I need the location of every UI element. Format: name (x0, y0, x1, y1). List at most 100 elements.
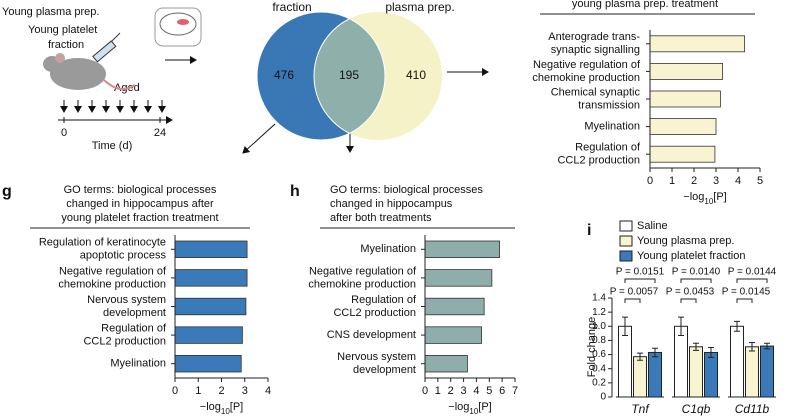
category-label: Negative regulation of (309, 265, 417, 277)
x-axis-label: −log10[P] (448, 401, 491, 416)
category-label: apoptotic process (80, 250, 167, 262)
x-tick-label: 0 (422, 385, 428, 397)
timeline-tick-label: 24 (154, 127, 166, 139)
category-label: Nervous system (87, 294, 166, 306)
error-bar (734, 320, 740, 332)
significance-bracket (680, 278, 712, 283)
error-bar (622, 316, 628, 336)
bar (648, 351, 662, 398)
x-axis-label-part: 10 (704, 197, 713, 206)
category-label: CCL2 production (557, 155, 640, 167)
category-label: transmission (578, 99, 640, 111)
x-tick-label: 2 (691, 175, 697, 187)
y-tick-label: 1.4 (592, 293, 606, 304)
x-tick-label: 4 (473, 385, 479, 397)
bar (633, 356, 647, 398)
timeline-label: Time (d) (92, 140, 133, 152)
x-tick-label: 5 (486, 385, 492, 397)
annotation: P = 0.0145 (722, 287, 771, 298)
error-bar (708, 347, 714, 358)
legend-label: Young plasma prep. (637, 235, 734, 247)
timeline-tick-label: 0 (61, 127, 67, 139)
category-label: development (353, 364, 416, 376)
legend-swatch (619, 220, 633, 232)
x-tick-label: 2 (448, 385, 454, 397)
venn-set-label: fraction (272, 0, 311, 14)
legend-label: Young platelet fraction (637, 250, 745, 262)
venn-overlap (313, 12, 385, 140)
bar (689, 346, 703, 398)
bar (745, 346, 759, 398)
label: Young plasma prep. (2, 6, 99, 18)
annotation: P = 0.0140 (672, 267, 721, 278)
y-tick-label: 0 (600, 392, 606, 403)
venn-outline (256, 11, 386, 141)
x-tick-label: 3 (713, 175, 719, 187)
x-tick-label: Cd11b (735, 402, 770, 416)
category-label: Myelination (584, 121, 640, 133)
x-axis-label: −log10[P] (683, 191, 726, 206)
bar (704, 351, 718, 398)
category-label: CCL2 production (83, 336, 166, 348)
panel-label: i (587, 222, 591, 239)
venn-set-label: plasma prep. (385, 0, 454, 14)
y-tick-label: 0.4 (592, 363, 606, 374)
bar (760, 345, 774, 398)
x-axis-label: −log10[P] (200, 401, 243, 416)
annotation: P = 0.0453 (666, 287, 715, 298)
bar (424, 355, 468, 373)
category-label: Negative regulation of (533, 59, 641, 71)
category-label: CCL2 production (333, 307, 416, 319)
legend-swatch (619, 235, 633, 247)
x-axis-label-part: −log (448, 401, 469, 413)
bar (174, 240, 248, 258)
bar (424, 269, 493, 287)
bar (424, 326, 482, 344)
bar (174, 326, 243, 344)
bar (649, 145, 716, 163)
chart-title: after both treatments (330, 212, 432, 224)
x-tick-label: 0 (172, 385, 178, 397)
category-label: CNS development (327, 329, 416, 341)
x-axis-label-part: −log (683, 191, 704, 203)
bar (649, 35, 745, 53)
category-label: chemokine production (308, 278, 416, 290)
y-tick-label: 0.6 (592, 349, 606, 360)
category-label: Regulation of keratinocyte (39, 237, 166, 249)
significance-bracket (680, 298, 697, 303)
x-axis-label-part: [P] (478, 401, 491, 413)
category-label: Nervous system (337, 351, 416, 363)
error-bar (764, 342, 770, 350)
y-tick-label: 1.2 (592, 307, 606, 318)
bar (424, 240, 500, 258)
error-bar (637, 352, 643, 361)
category-label: Chemical synaptic (551, 86, 641, 98)
category-label: Anterograde trans- (548, 31, 640, 43)
bar (649, 90, 721, 108)
x-tick-label: 2 (218, 385, 224, 397)
category-label: Myelination (360, 243, 416, 255)
x-tick-label: 3 (242, 385, 248, 397)
chart-title: young plasma prep. treatment (572, 0, 718, 10)
legend-label: Saline (637, 220, 668, 232)
x-tick-label: 1 (669, 175, 675, 187)
label: Young platelet (28, 24, 97, 36)
y-tick-label: 1.0 (592, 321, 606, 332)
bar (649, 62, 723, 80)
x-axis-label-part: [P] (713, 191, 726, 203)
bar (174, 269, 248, 287)
annotation: P = 0.0057 (610, 287, 659, 298)
bar (618, 325, 632, 398)
category-label: chemokine production (532, 72, 640, 84)
category-label: synaptic signalling (551, 44, 640, 56)
legend-swatch (619, 250, 633, 262)
significance-bracket (736, 298, 753, 303)
y-tick-label: 0.8 (592, 335, 606, 346)
x-tick-label: 6 (499, 385, 505, 397)
error-bar (652, 347, 658, 358)
venn-value: 195 (339, 68, 359, 82)
x-axis-label-part: [P] (230, 401, 243, 413)
x-tick-label: C1qb (682, 402, 711, 416)
x-axis-label-part: 10 (469, 407, 478, 416)
